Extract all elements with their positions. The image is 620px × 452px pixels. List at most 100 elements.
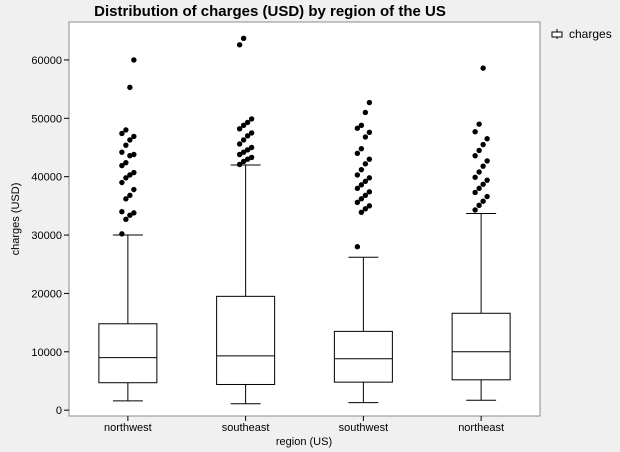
outlier-point	[362, 178, 369, 185]
box-southeast	[216, 35, 276, 405]
outlier-point	[127, 84, 133, 91]
outlier-point	[131, 151, 137, 158]
y-tick-label: 20000	[31, 288, 62, 300]
outlier-point	[366, 175, 373, 181]
outlier-point	[484, 193, 490, 200]
outlier-point	[131, 186, 137, 193]
outlier-point	[248, 154, 255, 161]
outlier-point	[354, 244, 361, 250]
outlier-point	[354, 125, 361, 131]
outlier-point	[248, 144, 255, 151]
outlier-point	[131, 169, 137, 176]
outlier-point	[240, 158, 247, 165]
outlier-point	[472, 152, 478, 159]
outlier-point	[248, 116, 255, 122]
outlier-point	[484, 177, 490, 183]
x-tick-label: northwest	[104, 422, 152, 434]
y-tick-label: 60000	[31, 55, 62, 67]
outlier-point	[236, 141, 243, 147]
outlier-point	[131, 57, 137, 63]
outlier-point	[480, 198, 486, 204]
outlier-point	[358, 122, 365, 129]
box-northwest	[98, 57, 158, 402]
outlier-point	[362, 192, 369, 199]
outlier-point	[472, 207, 478, 213]
box-northeast	[451, 65, 511, 401]
outlier-point	[480, 141, 486, 148]
x-axis-title: region (US)	[276, 436, 332, 448]
outlier-point	[119, 149, 125, 155]
outlier-point	[123, 196, 129, 202]
x-tick-label: northeast	[458, 422, 504, 434]
y-tick-label: 50000	[31, 113, 62, 125]
outlier-point	[362, 134, 369, 140]
outlier-point	[480, 65, 486, 71]
outlier-point	[476, 185, 482, 192]
box-southwest	[333, 99, 393, 404]
y-axis-title: charges (USD)	[10, 183, 22, 256]
y-tick-label: 40000	[31, 172, 62, 184]
legend: charges	[551, 27, 612, 41]
outlier-point	[366, 129, 373, 136]
iqr-box	[98, 323, 158, 384]
outlier-point	[358, 209, 365, 215]
outlier-point	[476, 169, 482, 175]
y-axis: 0 10000 20000 30000 40000 50000 60000	[31, 55, 69, 417]
outlier-point	[119, 130, 125, 137]
outlier-point	[119, 162, 125, 169]
outlier-point	[476, 121, 482, 127]
outlier-point	[240, 122, 247, 129]
outlier-point	[240, 149, 247, 155]
outlier-point	[236, 161, 243, 168]
outlier-point	[354, 150, 361, 157]
outlier-point	[123, 216, 129, 222]
outlier-point	[358, 196, 365, 202]
outlier-point	[127, 212, 133, 218]
outlier-point	[123, 142, 129, 148]
outlier-point	[354, 185, 361, 192]
x-tick-label: southwest	[339, 422, 389, 434]
outlier-point	[476, 147, 482, 154]
outlier-point	[366, 203, 373, 209]
iqr-box	[333, 330, 393, 383]
outlier-point	[354, 199, 361, 206]
outlier-point	[127, 137, 133, 143]
outlier-point	[240, 35, 247, 42]
outlier-point	[248, 130, 255, 136]
outlier-point	[127, 192, 133, 199]
outlier-point	[119, 231, 125, 237]
outlier-point	[236, 126, 243, 132]
legend-label: charges	[569, 27, 612, 41]
outlier-point	[484, 158, 490, 164]
outlier-point	[236, 151, 243, 158]
outlier-point	[244, 119, 251, 126]
y-tick-label: 0	[56, 405, 62, 417]
outlier-point	[476, 202, 482, 208]
iqr-box	[451, 312, 511, 381]
outlier-point	[366, 189, 373, 195]
x-axis: northwest southeast southwest northeast	[104, 416, 504, 434]
outlier-point	[131, 133, 137, 140]
outlier-point	[131, 210, 137, 216]
outlier-point	[366, 99, 373, 106]
outlier-point	[240, 137, 247, 143]
outlier-point	[354, 172, 361, 178]
y-tick-label: 30000	[31, 230, 62, 242]
outlier-point	[127, 172, 133, 178]
box-series	[98, 35, 511, 405]
y-tick-label: 10000	[31, 347, 62, 359]
outlier-point	[358, 166, 365, 173]
outlier-point	[358, 182, 365, 188]
iqr-box	[216, 295, 276, 385]
outlier-point	[480, 163, 486, 169]
x-tick-label: southeast	[222, 422, 270, 434]
outlier-point	[472, 174, 478, 180]
outlier-point	[358, 145, 365, 152]
outlier-point	[123, 159, 129, 166]
outlier-point	[362, 206, 369, 212]
outlier-point	[236, 42, 243, 48]
outlier-point	[472, 129, 478, 135]
outlier-point	[119, 179, 125, 186]
outlier-point	[244, 133, 251, 139]
